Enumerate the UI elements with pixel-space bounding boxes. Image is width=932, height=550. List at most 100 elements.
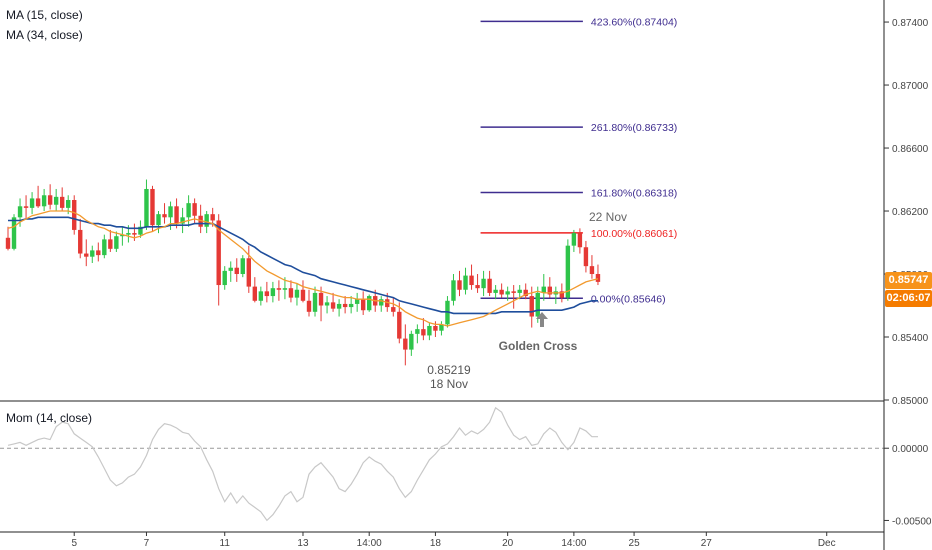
candle-body <box>29 198 35 208</box>
candle-body <box>324 302 330 306</box>
candle-body <box>84 253 89 257</box>
candle-body <box>17 206 23 218</box>
fib-level-label: 0.00%(0.85646) <box>591 293 666 305</box>
price-tick-label: 0.85400 <box>892 333 929 344</box>
candle-body <box>589 266 595 275</box>
candle-body <box>535 292 540 317</box>
candle-body <box>72 200 77 230</box>
annotations: 0.85219 18 Nov 22 Nov Golden Cross <box>427 210 627 391</box>
candle-body <box>198 215 203 227</box>
candle-body <box>252 286 258 301</box>
candle-body <box>90 250 95 257</box>
ma-slow-line <box>8 216 598 315</box>
ma-fast-legend[interactable]: MA (15, close) <box>6 8 83 22</box>
time-tick-label: 5 <box>71 538 77 549</box>
candle-body <box>511 291 516 293</box>
candle-body <box>318 292 324 306</box>
candle-body <box>517 289 522 293</box>
candle-body <box>499 289 504 295</box>
candle-body <box>132 233 137 235</box>
candle-body <box>571 233 577 246</box>
momentum-tick-label: -0.00500 <box>892 516 932 527</box>
candle-body <box>294 289 300 298</box>
candle-body <box>433 325 438 331</box>
candle-body <box>288 288 294 298</box>
candle-body <box>102 239 107 256</box>
candle-body <box>150 188 155 226</box>
candle-body <box>300 289 306 301</box>
fib-level-label: 261.80%(0.86733) <box>591 122 677 134</box>
candle-body <box>409 333 414 350</box>
candle-body <box>391 307 396 312</box>
candle-body <box>475 285 480 289</box>
candle-body <box>276 288 282 290</box>
candle-body <box>168 206 173 218</box>
momentum-legend[interactable]: Mom (14, close) <box>6 411 93 425</box>
last-price-tag: 0.85747 <box>885 272 932 289</box>
fib-level-label: 161.80%(0.86318) <box>591 187 677 199</box>
time-tick-label: 20 <box>502 538 514 549</box>
golden-cross-label: Golden Cross <box>499 339 578 353</box>
time-tick-label: 11 <box>220 538 231 549</box>
candle-body <box>192 203 197 216</box>
fib-level-label: 100.00%(0.86061) <box>591 228 677 240</box>
candle-body <box>246 258 251 287</box>
time-tick-label: 18 <box>430 538 442 549</box>
candle-body <box>385 299 390 308</box>
price-tick-label: 0.87000 <box>892 81 929 92</box>
candle-body <box>59 196 65 208</box>
candle-body <box>505 291 510 295</box>
candle-body <box>487 278 492 293</box>
ma-slow-legend[interactable]: MA (34, close) <box>6 28 83 42</box>
candle-body <box>120 234 125 237</box>
candle-body <box>523 289 528 297</box>
candle-body <box>186 203 191 218</box>
candle-body <box>35 198 41 207</box>
momentum-line <box>7 406 598 522</box>
candle-body <box>234 267 239 275</box>
price-tick-label: 0.87400 <box>892 18 929 29</box>
candle-body <box>336 303 342 309</box>
candle-body <box>397 311 402 339</box>
price-tick-label: 0.86600 <box>892 144 929 155</box>
price-tick-label: 0.85000 <box>892 396 929 407</box>
candle-body <box>5 237 11 249</box>
candle-body <box>541 286 546 293</box>
price-tick-label: 0.86200 <box>892 207 929 218</box>
candle-body <box>354 299 360 304</box>
candle-body <box>228 267 233 271</box>
candle-body <box>240 258 245 275</box>
time-tick-label: 14:00 <box>357 538 382 549</box>
candle-body <box>270 288 276 297</box>
candle-body <box>222 270 227 286</box>
candle-body <box>379 299 384 306</box>
candle-body <box>348 303 354 308</box>
candle-body <box>11 217 17 249</box>
candle-body <box>451 280 456 301</box>
candle-body <box>577 233 583 248</box>
candle-body <box>96 250 101 256</box>
momentum-tick-label: 0.00000 <box>892 444 929 455</box>
candle-body <box>529 296 534 317</box>
candle-body <box>47 195 53 205</box>
fib-level-label: 423.60%(0.87404) <box>591 16 677 28</box>
time-tick-label: 13 <box>297 538 309 549</box>
candle-body <box>481 278 486 289</box>
candle-body <box>403 338 408 350</box>
low-date-label: 18 Nov <box>430 377 468 391</box>
candle-body <box>162 214 167 218</box>
bar-countdown-tag: 02:06:07 <box>885 290 932 307</box>
candle-body <box>41 195 47 207</box>
candle-body <box>493 289 498 293</box>
ma-fast-line <box>7 210 599 327</box>
time-tick-label: 27 <box>701 538 713 549</box>
candle-body <box>204 214 209 227</box>
candle-body <box>53 196 59 205</box>
low-price-label: 0.85219 <box>427 363 471 377</box>
candle-body <box>306 300 312 312</box>
candle-body <box>547 286 552 295</box>
fibonacci-extension: 423.60%(0.87404) 261.80%(0.86733) 161.80%(… <box>480 16 677 305</box>
candle-body <box>565 245 571 298</box>
candle-body <box>108 239 113 249</box>
